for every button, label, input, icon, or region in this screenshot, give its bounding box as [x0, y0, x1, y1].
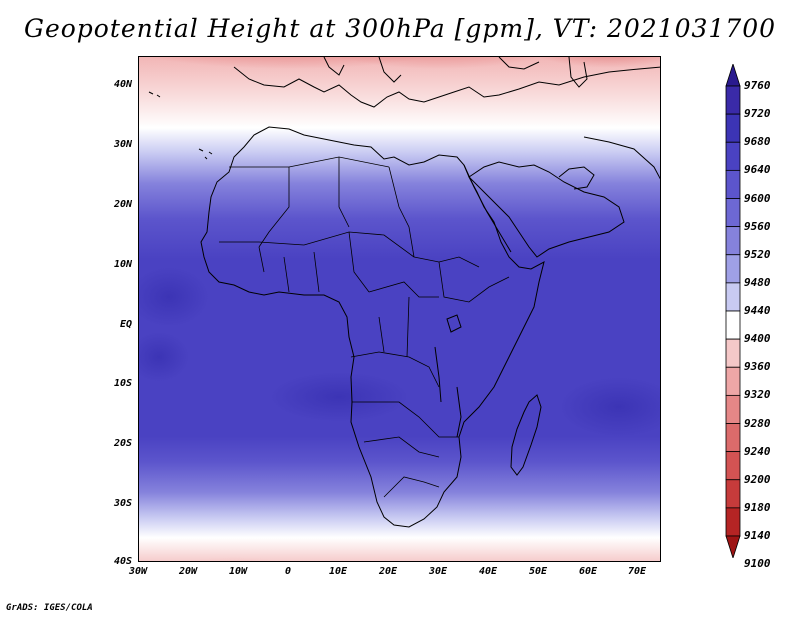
lon-label-50e: 50E [528, 566, 548, 577]
colorbar-label: 9520 [744, 247, 771, 261]
colorbar-label: 9320 [744, 388, 771, 402]
map-canvas [139, 57, 660, 561]
country-borders [219, 156, 510, 498]
colorbar-cell [725, 366, 741, 396]
lon-label-60e: 60E [578, 566, 598, 577]
colorbar-label: 9400 [744, 332, 771, 346]
colorbar-label: 9720 [744, 107, 771, 121]
colorbar-cell [725, 451, 741, 481]
map-title: Geopotential Height at 300hPa [gpm], VT:… [23, 14, 777, 43]
colorbar-label: 9180 [744, 500, 771, 514]
colorbar-cell [725, 507, 741, 537]
lon-label-30e: 30E [428, 566, 448, 577]
lat-label-30s: 30S [113, 498, 132, 509]
colorbar-cell [725, 254, 741, 284]
colorbar-cell [725, 423, 741, 453]
colorbar-label: 9560 [744, 219, 771, 233]
colorbar-cell [725, 113, 741, 143]
colorbar-label: 9680 [744, 135, 771, 149]
lat-label-10s: 10S [113, 378, 132, 389]
lat-label-10n: 10N [113, 259, 132, 270]
colorbar-cell [725, 141, 741, 171]
colorbar-label: 9640 [744, 163, 771, 177]
colorbar-label: 9440 [744, 304, 771, 317]
colorbar-cell [725, 85, 741, 115]
lon-label-10w: 10W [228, 566, 248, 577]
lat-label-30n: 30N [113, 139, 132, 150]
lat-label-40n: 40N [113, 79, 132, 90]
lon-label-10e: 10E [328, 566, 348, 577]
colorbar-cell [725, 394, 741, 424]
lon-label-20w: 20W [178, 566, 198, 577]
colorbar-cell [725, 310, 741, 340]
colorbar-label: 9360 [744, 360, 771, 374]
lon-label-20e: 20E [378, 566, 398, 577]
colorbar-label: 9140 [744, 529, 771, 542]
colorbar-label: 9240 [744, 444, 771, 458]
colorbar-cell [725, 338, 741, 368]
colorbar-cell [725, 282, 741, 312]
map-panel [138, 56, 661, 562]
colorbar-label: 9200 [744, 472, 771, 486]
colorbar-cells [725, 64, 741, 558]
colorbar-cell [725, 169, 741, 199]
lon-label-30w: 30W [128, 566, 148, 577]
colorbar [725, 64, 741, 558]
colorbar-label: 9280 [744, 416, 771, 430]
lat-label-40s: 40S [113, 556, 132, 567]
lat-label-eq: EQ [119, 319, 132, 330]
colorbar-label: 9760 [744, 79, 771, 92]
colorbar-cell [725, 226, 741, 256]
colorbar-label: 9480 [744, 275, 771, 289]
colorbar-bottom-arrow [725, 535, 741, 558]
colorbar-cell [725, 479, 741, 509]
colorbar-cell [725, 198, 741, 228]
lon-label-40e: 40E [478, 566, 498, 577]
colorbar-top-arrow [725, 64, 741, 87]
credit-text: GrADS: IGES/COLA [6, 603, 93, 613]
lat-label-20n: 20N [113, 199, 132, 210]
colorbar-label: 9600 [744, 191, 771, 205]
colorbar-label: 9100 [744, 557, 771, 571]
lat-label-20s: 20S [113, 438, 132, 449]
lon-label-0: 0 [284, 566, 292, 577]
lon-label-70e: 70E [627, 566, 647, 577]
